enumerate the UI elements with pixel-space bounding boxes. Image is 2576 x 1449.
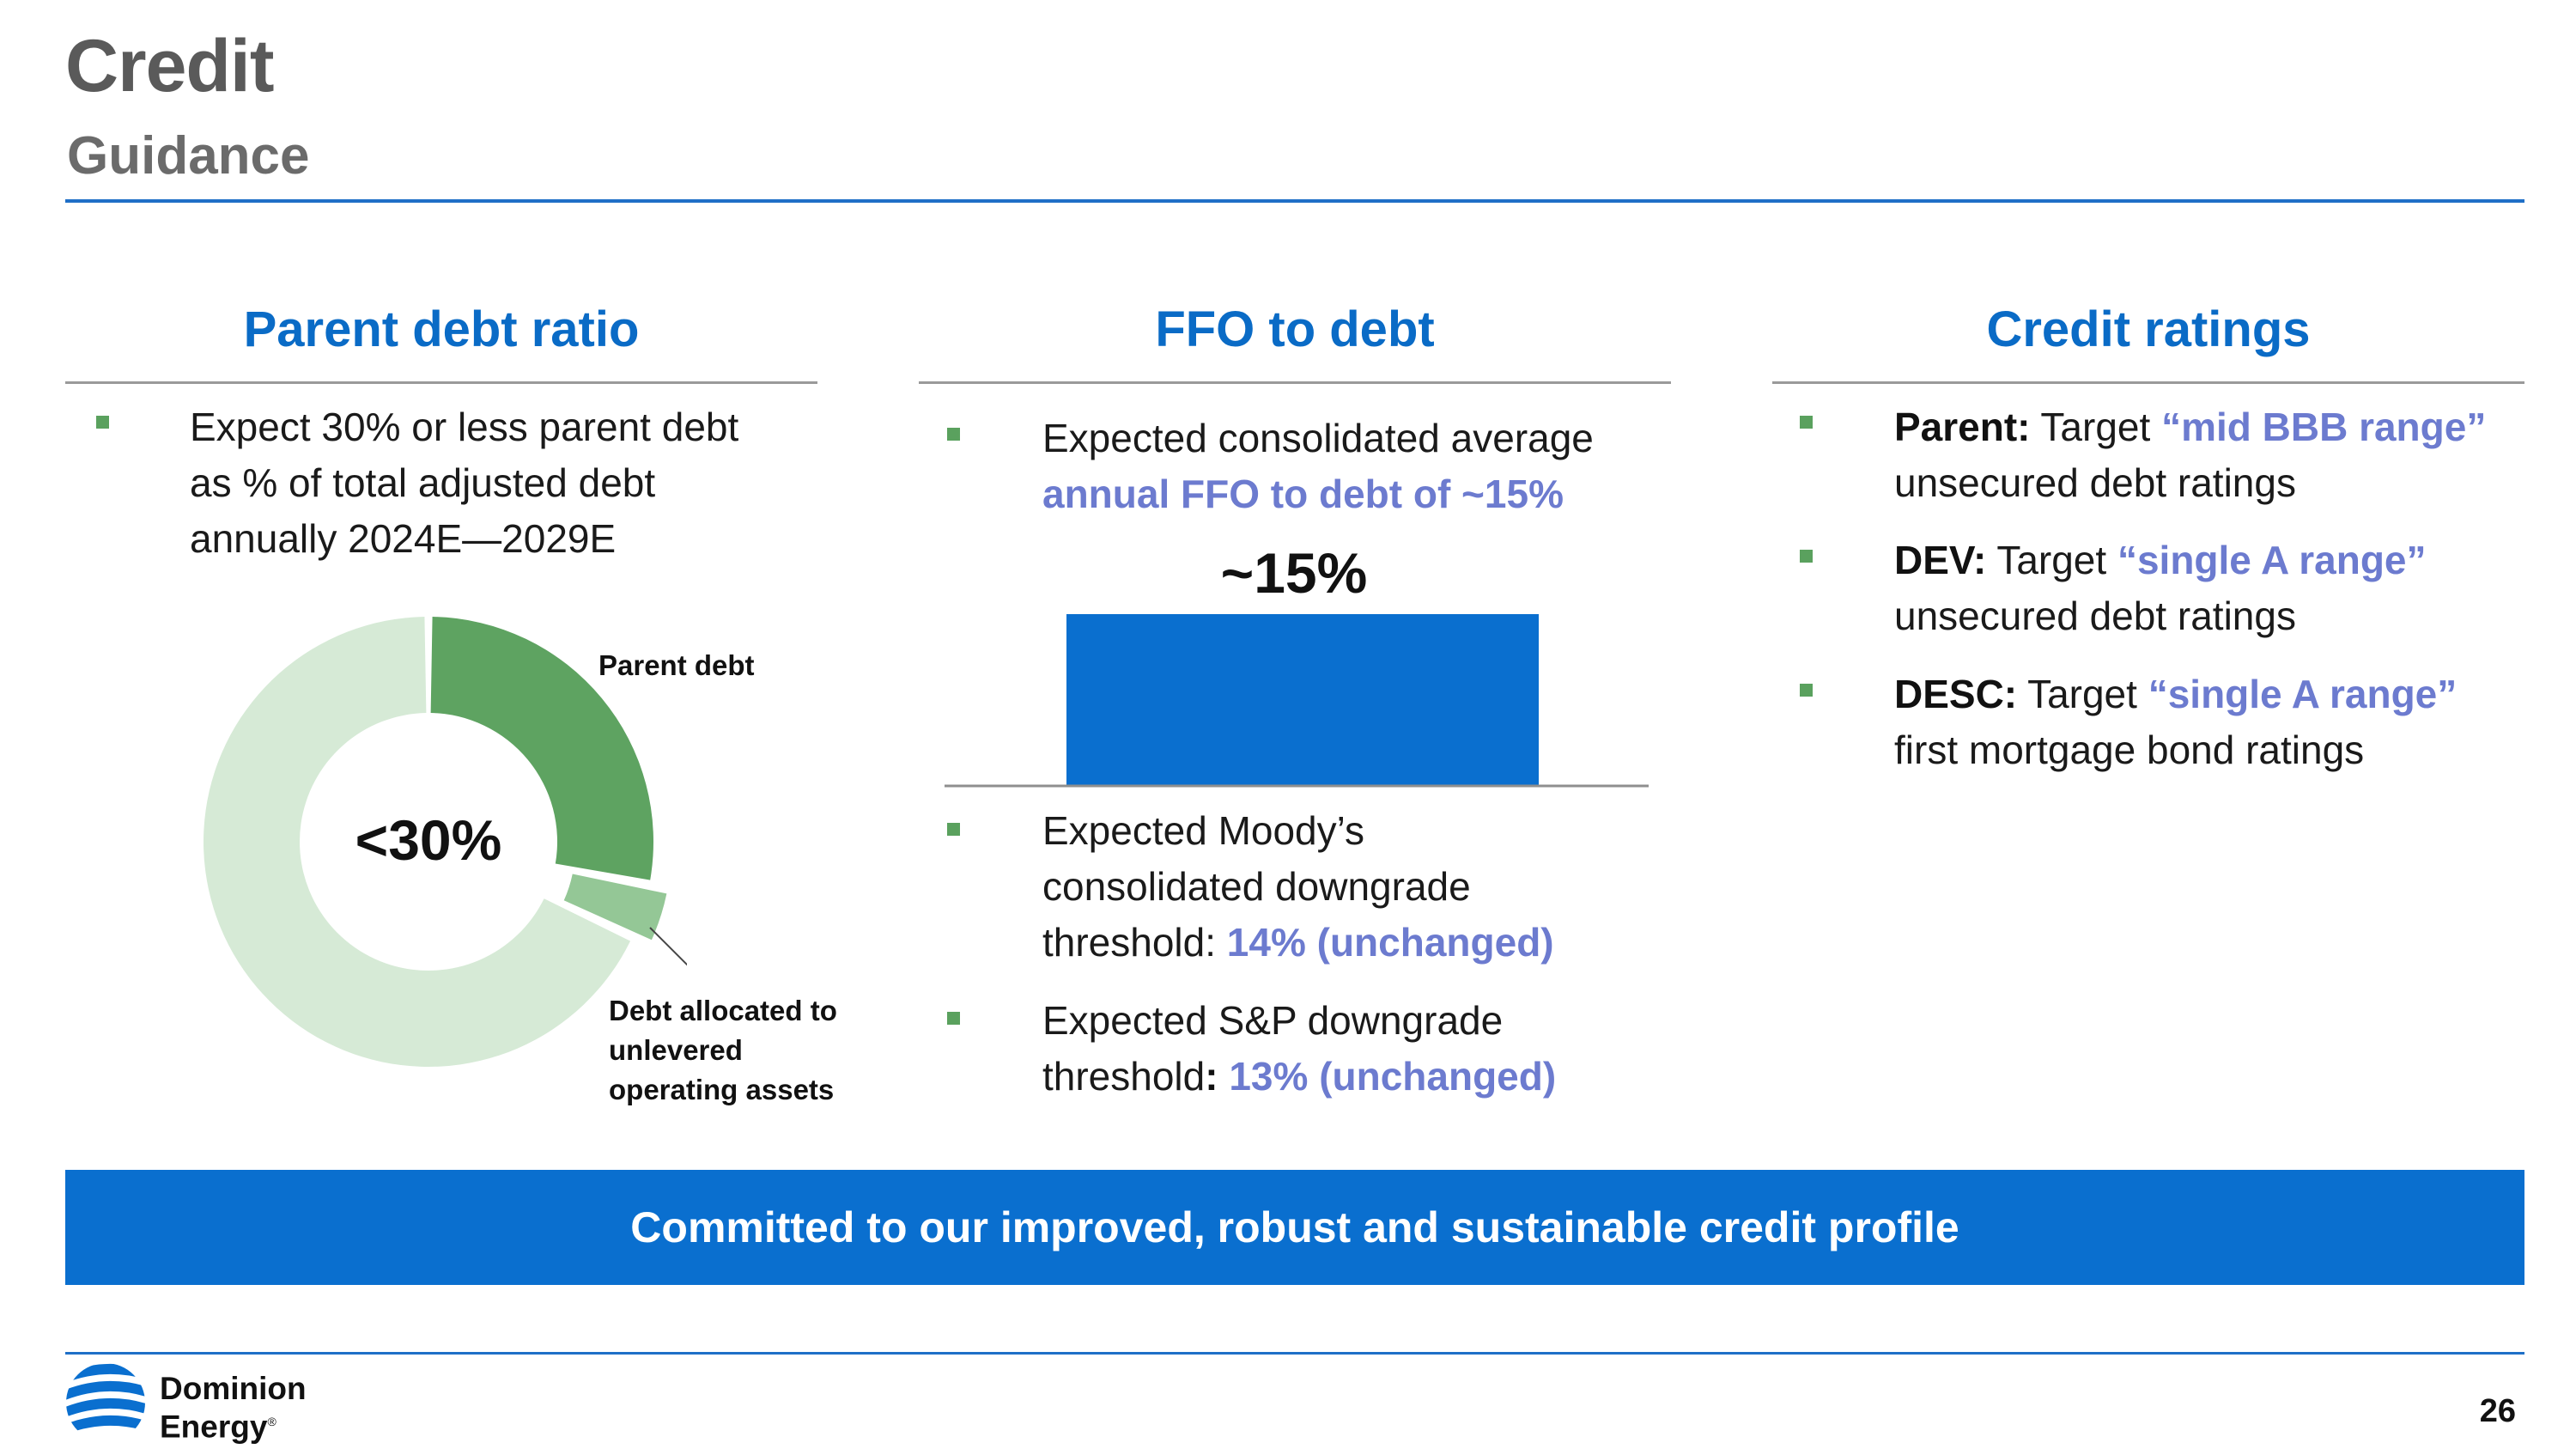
slice-label-line: operating assets	[609, 1074, 835, 1105]
parent-heading-rule	[65, 381, 817, 384]
bullet-marker	[1800, 550, 1813, 563]
ffo-heading-rule	[919, 381, 1671, 384]
parent-debt-donut-chart: <30%	[203, 617, 687, 1067]
slice-leader-line	[649, 927, 687, 966]
donut-slice-debt-allocated-to-unlevered-operating-assets	[563, 874, 667, 941]
slice-label-line: unlevered	[609, 1034, 743, 1066]
commitment-banner: Committed to our improved, robust and su…	[65, 1170, 2524, 1285]
donut-center-label: <30%	[355, 808, 502, 872]
logo-line: Dominion	[160, 1371, 307, 1406]
ffo-bullet-line: Expected consolidated average	[1042, 416, 1594, 460]
ffo-debt-heading: FFO to debt	[1155, 301, 1435, 357]
credit-ratings-heading: Credit ratings	[1986, 301, 2311, 357]
rating-item-parent: Parent: Target “mid BBB range” unsecured…	[1894, 399, 2530, 511]
ratings-heading-rule	[1772, 381, 2524, 384]
bullet-marker	[1800, 416, 1813, 429]
page-title: Credit	[65, 25, 274, 107]
parent-bullet-line: Expect 30% or less parent debt	[190, 405, 739, 449]
rating-target: “single A range”	[2117, 538, 2427, 582]
rating-line: unsecured debt ratings	[1894, 460, 2296, 505]
rating-text: Target	[1986, 538, 2117, 582]
bullet-marker	[1800, 684, 1813, 697]
page-number: 26	[2479, 1393, 2516, 1429]
bullet-marker	[947, 823, 960, 836]
slice-label-line: Debt allocated to	[609, 995, 837, 1026]
parent-bullet-text: Expect 30% or less parent debt as % of t…	[190, 399, 825, 567]
logo-line: Energy®	[160, 1405, 307, 1443]
page-subtitle: Guidance	[67, 126, 310, 186]
parent-debt-heading: Parent debt ratio	[243, 301, 640, 357]
rating-target: “mid BBB range”	[2161, 405, 2487, 449]
rating-line: unsecured debt ratings	[1894, 594, 2296, 638]
rating-item-desc: DESC: Target “single A range” first mort…	[1894, 667, 2530, 778]
sp-threshold-value: 13% (unchanged)	[1229, 1054, 1557, 1099]
rating-line: Parent: Target “mid BBB range”	[1894, 399, 2530, 455]
bullet-marker	[96, 416, 109, 429]
ffo-bullet-2: Expected Moody’s consolidated downgrade …	[1042, 803, 1695, 971]
rating-text: Target	[2030, 405, 2162, 449]
ffo-bullet-line: threshold: 14% (unchanged)	[1042, 915, 1695, 971]
ffo-bullet-3: Expected S&P downgrade threshold: 13% (u…	[1042, 993, 1695, 1105]
ffo-bullet-line: consolidated downgrade	[1042, 864, 1471, 909]
rating-item-dev: DEV: Target “single A range” unsecured d…	[1894, 533, 2530, 644]
ffo-bullet-highlight: annual FFO to debt of ~15%	[1042, 472, 1564, 516]
rating-entity: DEV:	[1894, 538, 1987, 582]
rating-entity: Parent:	[1894, 405, 2031, 449]
parent-bullet-line: annually 2024E—2029E	[190, 516, 617, 561]
ffo-bar-chart: ~15%	[945, 541, 1649, 788]
rating-entity: DESC:	[1894, 672, 2018, 716]
donut-slice-other	[203, 617, 631, 1067]
bullet-marker	[947, 428, 960, 441]
bar-data-label: ~15%	[1221, 541, 1368, 605]
parent-bullet-line: as % of total adjusted debt	[190, 460, 656, 505]
footer-divider	[65, 1352, 2524, 1355]
logo-wordmark: Dominion Energy®	[160, 1373, 307, 1443]
ffo-bullet-1: Expected consolidated average annual FFO…	[1042, 411, 1695, 522]
logo-line-text: Energy	[160, 1409, 268, 1445]
slice-label-parent-debt: Parent debt	[598, 649, 755, 681]
ffo-bullet-line: threshold: 13% (unchanged)	[1042, 1049, 1695, 1105]
rating-line: first mortgage bond ratings	[1894, 728, 2365, 772]
ffo-bullet-line: Expected S&P downgrade	[1042, 998, 1504, 1043]
rating-line: DEV: Target “single A range”	[1894, 533, 2530, 588]
dominion-energy-logo-icon	[66, 1363, 145, 1434]
rating-line: DESC: Target “single A range”	[1894, 667, 2530, 722]
threshold-prefix: threshold:	[1042, 920, 1227, 965]
bullet-marker	[947, 1012, 960, 1025]
rating-text: Target	[2017, 672, 2148, 716]
ffo-bar	[1066, 614, 1539, 786]
threshold-prefix: threshold	[1042, 1054, 1206, 1099]
rating-target: “single A range”	[2148, 672, 2458, 716]
ffo-bullet-line: Expected Moody’s	[1042, 808, 1365, 853]
registered-mark: ®	[267, 1415, 276, 1428]
threshold-colon: :	[1205, 1054, 1230, 1099]
header-divider	[65, 199, 2524, 203]
slice-label-unlevered: Debt allocated to unlevered operating as…	[609, 991, 837, 1110]
moodys-threshold-value: 14% (unchanged)	[1226, 920, 1554, 965]
donut-slice-parent-debt	[430, 617, 653, 880]
